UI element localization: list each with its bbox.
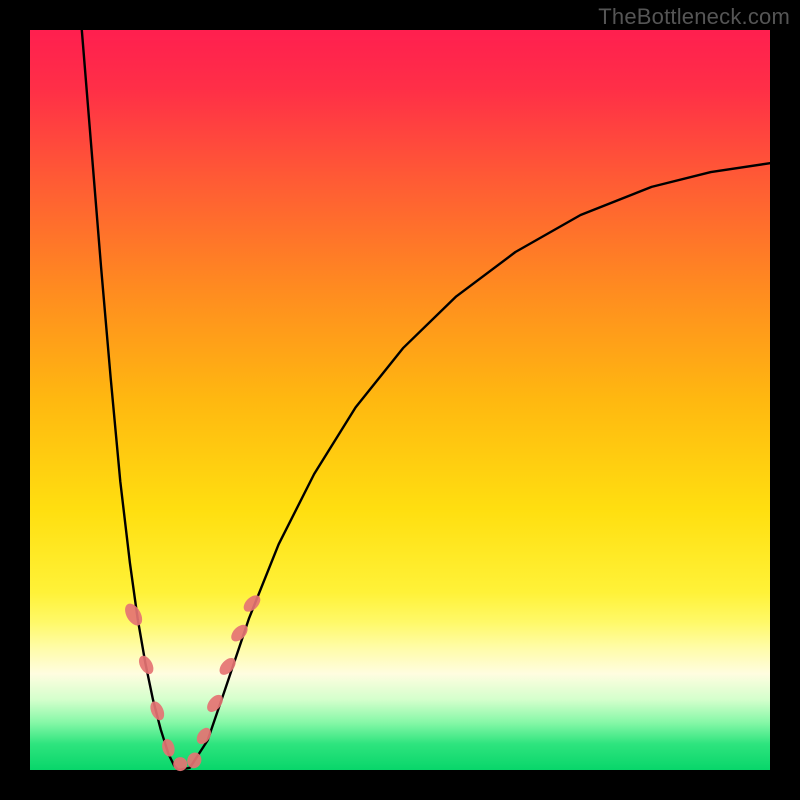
bottleneck-chart xyxy=(0,0,800,800)
data-marker xyxy=(173,757,187,771)
chart-stage: TheBottleneck.com xyxy=(0,0,800,800)
